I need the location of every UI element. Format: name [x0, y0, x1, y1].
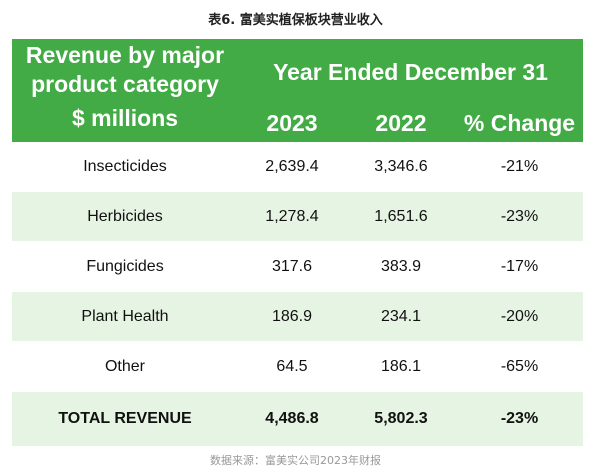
period-header: Year Ended December 31 [273, 59, 548, 85]
table-header: Revenue by major product category $ mill… [12, 39, 583, 142]
category-cell: Other [104, 357, 145, 375]
column-header-change: % Change [463, 110, 576, 136]
category-header: Revenue by major product category $ mill… [12, 41, 238, 133]
table-row: Plant Health 186.9 234.1 -20% [12, 292, 583, 342]
table-caption: 表6. 富美实植保板块营业收入 [208, 13, 383, 28]
change-cell: -65% [500, 357, 539, 375]
value-2022-cell: 234.1 [380, 307, 422, 325]
value-2022-cell: 186.1 [380, 357, 422, 375]
value-2022-cell: 3,346.6 [374, 157, 428, 175]
value-2023-cell: 186.9 [271, 307, 313, 325]
value-2023-cell: 2,639.4 [265, 157, 319, 175]
total-2023-cell: 4,486.8 [265, 410, 319, 427]
column-header-2022: 2022 [375, 110, 427, 136]
value-2022-cell: 383.9 [380, 257, 422, 275]
category-cell: Herbicides [87, 207, 163, 225]
category-cell: Insecticides [83, 157, 167, 175]
category-header-line2: product category [31, 71, 219, 97]
category-cell: Plant Health [81, 307, 169, 325]
revenue-table: Revenue by major product category $ mill… [12, 39, 583, 447]
change-cell: -23% [500, 207, 539, 225]
total-row: TOTAL REVENUE 4,486.8 5,802.3 -23% [12, 392, 583, 447]
category-header-line1: Revenue by major [25, 42, 225, 68]
table-row: Fungicides 317.6 383.9 -17% [12, 242, 583, 292]
table-row: Herbicides 1,278.4 1,651.6 -23% [12, 192, 583, 242]
value-2023-cell: 317.6 [271, 257, 313, 275]
value-2023-cell: 1,278.4 [265, 207, 319, 225]
source-note: 数据来源：富美实公司2023年财报 [210, 454, 381, 467]
table-row: Other 64.5 186.1 -65% [12, 342, 583, 392]
category-header-unit: $ millions [71, 105, 179, 131]
value-2023-cell: 64.5 [276, 357, 308, 375]
value-2022-cell: 1,651.6 [374, 207, 428, 225]
total-label: TOTAL REVENUE [58, 410, 192, 427]
change-cell: -20% [500, 307, 539, 325]
change-cell: -17% [500, 257, 539, 275]
total-2022-cell: 5,802.3 [374, 410, 428, 427]
change-cell: -21% [500, 157, 539, 175]
total-change-cell: -23% [500, 410, 539, 427]
table-row: Insecticides 2,639.4 3,346.6 -21% [12, 142, 583, 192]
column-header-2023: 2023 [266, 110, 318, 136]
category-cell: Fungicides [86, 257, 164, 275]
